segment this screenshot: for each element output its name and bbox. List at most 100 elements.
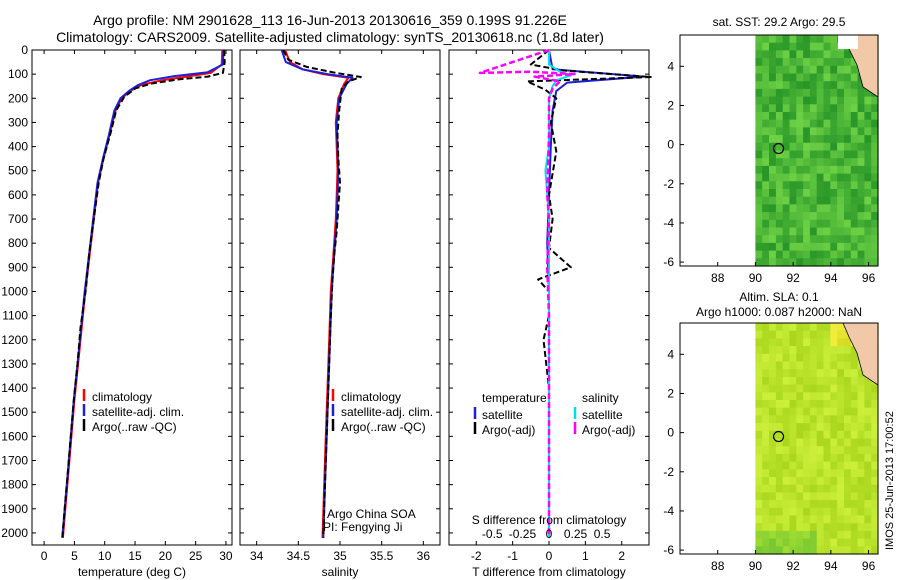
map-cell [803, 538, 811, 547]
map-cell [864, 461, 872, 470]
map-cell [762, 227, 770, 236]
map-y-tick-label: 2 [667, 386, 674, 400]
map-cell [830, 258, 838, 267]
map-cell [762, 353, 770, 363]
map-cell [803, 96, 811, 105]
map-cell [871, 507, 879, 517]
map-cell [769, 338, 777, 347]
map-cell [782, 546, 791, 555]
map-cell [830, 330, 838, 339]
map-cell [803, 530, 811, 540]
map-cell [775, 546, 784, 555]
map-cell [816, 258, 825, 267]
map-cell [809, 323, 818, 332]
map-cell [796, 127, 804, 136]
map-cell [864, 204, 872, 213]
map-cell [775, 323, 784, 332]
map-cell [755, 135, 763, 144]
map-cell [769, 415, 777, 424]
map-cell [796, 515, 804, 524]
map-cell [844, 96, 852, 105]
map-cell [850, 446, 859, 455]
map-cell [782, 88, 791, 98]
map-cell [769, 189, 777, 198]
map-cell [803, 181, 811, 190]
map-cell [762, 112, 770, 121]
map-cell [850, 523, 859, 532]
map-cell [782, 369, 791, 378]
map-cell [857, 119, 865, 128]
map-cell [796, 453, 804, 463]
map-cell [803, 242, 811, 252]
map-cell [796, 212, 804, 221]
map-cell [789, 142, 797, 152]
map-cell [803, 346, 811, 355]
map-cell [782, 500, 791, 509]
map-cell [857, 104, 865, 113]
map-cell [850, 88, 859, 98]
map-cell [755, 477, 763, 486]
map-cell [755, 407, 763, 416]
map-cell [755, 461, 763, 470]
map-cell [864, 142, 872, 152]
map-cell [796, 415, 804, 424]
map-cell [789, 96, 797, 105]
map-cell [830, 135, 838, 144]
map-cell [796, 530, 804, 540]
map-cell [762, 546, 770, 555]
map-cell [816, 361, 825, 370]
map-cell [830, 353, 838, 363]
map-cell [816, 461, 825, 470]
map-cell [857, 515, 865, 524]
map-cell [809, 376, 818, 386]
map-cell [762, 250, 770, 259]
map-cell [809, 73, 818, 82]
map-cell [871, 150, 879, 159]
map-cell [755, 204, 763, 213]
y-tick-label: 400 [8, 140, 28, 154]
map-cell [823, 258, 831, 267]
map-cell [830, 96, 838, 105]
map-cell [769, 500, 777, 509]
map-cell [857, 546, 865, 555]
map-cell [809, 50, 818, 59]
map-cell [864, 165, 872, 175]
map-cell [837, 538, 845, 547]
map-cell [823, 212, 831, 221]
map-cell [823, 338, 831, 347]
map-cell [830, 515, 838, 524]
map-cell [837, 384, 845, 393]
map-cell [789, 196, 797, 205]
map-cell [871, 219, 879, 229]
map-cell [844, 407, 852, 416]
map-cell [830, 384, 838, 393]
map-cell [823, 250, 831, 259]
map-cell [775, 461, 784, 470]
map-cell [775, 104, 784, 113]
map-cell [789, 530, 797, 540]
map-cell [816, 446, 825, 455]
map-cell [837, 453, 845, 463]
map-cell [830, 484, 838, 493]
secondary-x-tick-label: 0.25 [564, 527, 588, 541]
map-cell [782, 189, 791, 198]
y-tick-label: 200 [8, 91, 28, 105]
map-cell [864, 500, 872, 509]
map-cell [816, 242, 825, 252]
map-cell [755, 235, 763, 244]
map-cell [837, 127, 845, 136]
map-cell [789, 204, 797, 213]
map-cell [789, 523, 797, 532]
map-cell [850, 65, 859, 75]
map-cell [803, 119, 811, 128]
map-cell [782, 469, 791, 478]
map-cell [857, 127, 865, 136]
map-cell [755, 58, 763, 67]
map-cell [755, 73, 763, 82]
map-cell [803, 196, 811, 205]
map-cell [857, 446, 865, 455]
map-cell [837, 430, 845, 440]
map-cell [809, 181, 818, 190]
map-cell [789, 415, 797, 424]
